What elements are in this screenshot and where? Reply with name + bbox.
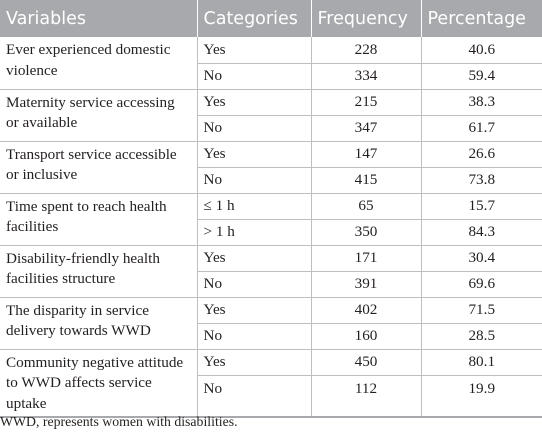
percentage-cell: 30.4 xyxy=(421,245,542,272)
header-frequency: Frequency xyxy=(310,0,421,37)
table-row: No 415 73.8 xyxy=(0,167,542,194)
percentage-cell: 59.4 xyxy=(421,63,542,90)
variable-cell: Ever experienced domestic violence xyxy=(0,37,198,90)
frequency-cell: 112 xyxy=(311,375,422,418)
table-container: Variables Categories Frequency Percentag… xyxy=(0,0,542,418)
frequency-cell: 402 xyxy=(311,297,422,324)
percentage-cell: 15.7 xyxy=(421,193,542,220)
frequency-cell: 350 xyxy=(311,219,422,246)
frequency-cell: 391 xyxy=(311,271,422,298)
percentage-cell: 28.5 xyxy=(421,323,542,350)
header-categories: Categories xyxy=(196,0,311,37)
percentage-cell: 40.6 xyxy=(421,37,542,64)
percentage-cell: 84.3 xyxy=(421,219,542,246)
table-row: Time spent to reach health facilities ≤ … xyxy=(0,193,542,246)
variable-cell: Transport service accessible or inclusiv… xyxy=(0,141,198,194)
frequency-cell: 334 xyxy=(311,63,422,90)
table-row: No 160 28.5 xyxy=(0,323,542,350)
table-row: Ever experienced domestic violence Yes 2… xyxy=(0,37,542,90)
category-cell: No xyxy=(197,375,312,418)
percentage-cell: 61.7 xyxy=(421,115,542,142)
percentage-cell: 26.6 xyxy=(421,141,542,168)
variable-cell: Maternity service accessing or available xyxy=(0,89,198,142)
category-cell: Yes xyxy=(197,297,312,324)
category-cell: No xyxy=(197,63,312,90)
percentage-cell: 69.6 xyxy=(421,271,542,298)
table-row: The disparity in service delivery toward… xyxy=(0,297,542,350)
percentage-cell: 19.9 xyxy=(421,375,542,418)
category-cell: Yes xyxy=(197,245,312,272)
percentage-cell: 80.1 xyxy=(421,349,542,376)
table-row: > 1 h 350 84.3 xyxy=(0,219,542,246)
percentage-cell: 71.5 xyxy=(421,297,542,324)
variable-cell: Disability-friendly health facilities st… xyxy=(0,245,198,298)
header-percentage: Percentage xyxy=(420,0,542,37)
category-cell: Yes xyxy=(197,141,312,168)
category-cell: No xyxy=(197,271,312,298)
category-cell: No xyxy=(197,115,312,142)
percentage-cell: 73.8 xyxy=(421,167,542,194)
category-cell: Yes xyxy=(197,89,312,116)
frequency-cell: 65 xyxy=(311,193,422,220)
variable-cell: Community negative attitude to WWD affec… xyxy=(0,349,198,418)
frequency-cell: 347 xyxy=(311,115,422,142)
table-row: No 347 61.7 xyxy=(0,115,542,142)
table-row: Maternity service accessing or available… xyxy=(0,89,542,142)
category-cell: > 1 h xyxy=(197,219,312,246)
frequency-cell: 171 xyxy=(311,245,422,272)
frequency-cell: 450 xyxy=(311,349,422,376)
table-row: No 391 69.6 xyxy=(0,271,542,298)
table-row: No 112 19.9 xyxy=(0,375,542,418)
category-cell: ≤ 1 h xyxy=(197,193,312,220)
header-row: Variables Categories Frequency Percentag… xyxy=(0,0,542,37)
variable-cell: Time spent to reach health facilities xyxy=(0,193,198,246)
table-row: Transport service accessible or inclusiv… xyxy=(0,141,542,194)
table-footnote: WWD, represents women with disabilities. xyxy=(0,414,238,429)
data-table: Variables Categories Frequency Percentag… xyxy=(0,0,542,418)
frequency-cell: 415 xyxy=(311,167,422,194)
table-row: Disability-friendly health facilities st… xyxy=(0,245,542,298)
category-cell: No xyxy=(197,167,312,194)
table-row: No 334 59.4 xyxy=(0,63,542,90)
category-cell: Yes xyxy=(197,37,312,64)
variable-cell: The disparity in service delivery toward… xyxy=(0,297,198,350)
frequency-cell: 215 xyxy=(311,89,422,116)
frequency-cell: 160 xyxy=(311,323,422,350)
percentage-cell: 38.3 xyxy=(421,89,542,116)
category-cell: No xyxy=(197,323,312,350)
category-cell: Yes xyxy=(197,349,312,376)
header-variables: Variables xyxy=(0,0,197,37)
table-row: Community negative attitude to WWD affec… xyxy=(0,349,542,418)
frequency-cell: 147 xyxy=(311,141,422,168)
frequency-cell: 228 xyxy=(311,37,422,64)
